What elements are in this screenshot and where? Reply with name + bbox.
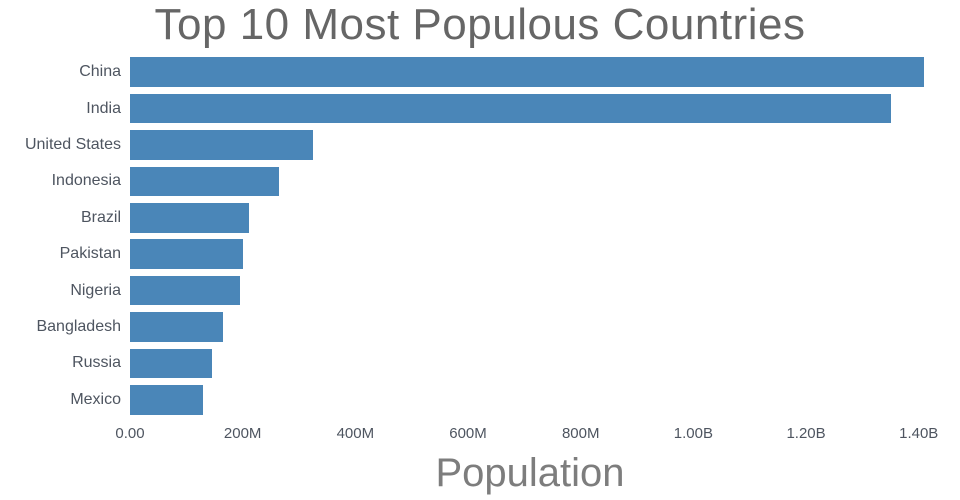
x-tick-label: 600M [449,425,487,442]
bar-row: Nigeria [70,272,930,308]
x-tick-label: 0.00 [115,425,145,442]
bar-row: Russia [72,345,930,381]
category-label: Brazil [80,208,121,226]
bar [130,385,204,415]
x-axis-ticks: 0.00 200M 400M 600M 800M 1.00B 1.20B 1.40B [115,418,938,444]
x-tick-label: 200M [223,425,262,442]
bar [130,275,240,306]
x-tick-label: 1.00B [673,425,713,442]
bar-row: Brazil [81,200,930,236]
chart-title: Top 10 Most Populous Countries [154,0,806,49]
category-label: United States [24,136,121,154]
bars-container: China India United States Indonesia Brazil Pa… [25,54,930,418]
bar [130,57,925,87]
bar-row: Mexico [70,382,930,418]
bar-row: United States [25,127,930,163]
x-tick-label: 1.20B [786,425,826,442]
category-label: Mexico [70,390,121,408]
category-label: India [86,99,121,117]
bar-row: Bangladesh [36,309,930,345]
bar-row: China [79,54,930,90]
bar [130,239,243,269]
category-label: Indonesia [51,172,121,190]
bar [130,166,279,197]
bar-row: Pakistan [60,236,930,272]
category-label: Pakistan [59,245,121,263]
bar [130,93,891,124]
x-axis-title: Population [435,451,625,495]
bar [130,203,249,233]
bar-row: India [86,90,930,126]
bar-row: Indonesia [52,163,930,199]
category-label: Russia [72,354,121,372]
plot-area: China India United States Indonesia Brazil Pa… [25,54,938,442]
x-tick-label: 1.40B [899,425,939,442]
bar [130,348,212,379]
bar [130,312,223,342]
category-label: Bangladesh [36,318,121,336]
x-tick-label: 400M [336,425,375,442]
bar [130,130,314,160]
x-tick-label: 800M [561,425,600,442]
category-label: Nigeria [70,281,121,299]
category-label: China [79,63,121,81]
